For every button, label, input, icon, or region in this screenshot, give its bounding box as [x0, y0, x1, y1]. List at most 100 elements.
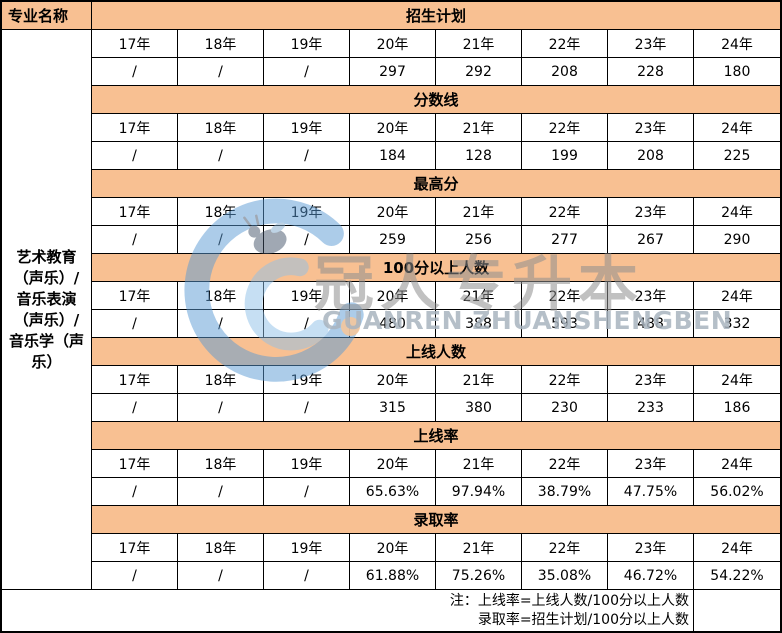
section-title-admission-rate: 录取率	[92, 506, 780, 534]
year-cell: 24年	[694, 450, 780, 478]
value-cell: 61.88%	[350, 562, 436, 590]
value-cell: 230	[522, 394, 608, 422]
year-cell: 20年	[350, 450, 436, 478]
value-cell: 97.94%	[436, 478, 522, 506]
year-cell: 19年	[264, 450, 350, 478]
value-cell: /	[264, 226, 350, 254]
value-cell: 208	[522, 58, 608, 86]
value-cell: /	[178, 58, 264, 86]
year-cell: 19年	[264, 198, 350, 226]
year-cell: 19年	[264, 534, 350, 562]
year-cell: 22年	[522, 198, 608, 226]
year-cell: 18年	[178, 366, 264, 394]
year-cell: 18年	[178, 282, 264, 310]
year-cell: 22年	[522, 282, 608, 310]
year-cell: 20年	[350, 366, 436, 394]
value-cell: 128	[436, 142, 522, 170]
year-cell: 20年	[350, 198, 436, 226]
value-cell: /	[178, 310, 264, 338]
year-cell: 22年	[522, 30, 608, 58]
value-cell: 180	[694, 58, 780, 86]
value-cell: /	[92, 58, 178, 86]
year-cell: 20年	[350, 282, 436, 310]
year-cell: 24年	[694, 282, 780, 310]
year-cell: 18年	[178, 114, 264, 142]
year-cell: 19年	[264, 366, 350, 394]
year-cell: 24年	[694, 198, 780, 226]
year-cell: 23年	[608, 534, 694, 562]
value-cell: /	[92, 310, 178, 338]
year-cell: 23年	[608, 198, 694, 226]
value-cell: /	[264, 310, 350, 338]
value-cell: /	[264, 142, 350, 170]
value-cell: 228	[608, 58, 694, 86]
section-title-admission-plan: 招生计划	[92, 2, 780, 30]
year-cell: 17年	[92, 198, 178, 226]
year-cell: 23年	[608, 282, 694, 310]
value-cell: /	[264, 478, 350, 506]
notes-empty-cell	[694, 590, 780, 631]
year-cell: 20年	[350, 534, 436, 562]
value-cell: 277	[522, 226, 608, 254]
value-cell: /	[178, 226, 264, 254]
year-cell: 24年	[694, 30, 780, 58]
year-cell: 22年	[522, 366, 608, 394]
value-cell: 54.22%	[694, 562, 780, 590]
value-cell: 35.08%	[522, 562, 608, 590]
value-cell: 233	[608, 394, 694, 422]
year-cell: 23年	[608, 30, 694, 58]
year-cell: 20年	[350, 30, 436, 58]
section-title-score-line: 分数线	[92, 86, 780, 114]
section-title-max-score: 最高分	[92, 170, 780, 198]
value-cell: 259	[350, 226, 436, 254]
year-cell: 18年	[178, 450, 264, 478]
section-title-above-line-count: 上线人数	[92, 338, 780, 366]
year-cell: 17年	[92, 366, 178, 394]
section-title-above-line-rate: 上线率	[92, 422, 780, 450]
year-cell: 21年	[436, 534, 522, 562]
value-cell: 199	[522, 142, 608, 170]
major-name-cell: 艺术教育 （声乐）/ 音乐表演 （声乐）/ 音乐学（声 乐）	[2, 30, 92, 590]
year-cell: 21年	[436, 198, 522, 226]
value-cell: 208	[608, 142, 694, 170]
value-cell: /	[178, 142, 264, 170]
value-cell: 38.79%	[522, 478, 608, 506]
year-cell: 21年	[436, 282, 522, 310]
value-cell: 388	[436, 310, 522, 338]
value-cell: 297	[350, 58, 436, 86]
value-cell: 46.72%	[608, 562, 694, 590]
year-cell: 20年	[350, 114, 436, 142]
value-cell: /	[264, 562, 350, 590]
value-cell: 332	[694, 310, 780, 338]
value-cell: 267	[608, 226, 694, 254]
value-cell: 184	[350, 142, 436, 170]
year-cell: 17年	[92, 534, 178, 562]
year-cell: 19年	[264, 282, 350, 310]
year-cell: 17年	[92, 282, 178, 310]
year-cell: 24年	[694, 534, 780, 562]
value-cell: /	[264, 394, 350, 422]
year-cell: 24年	[694, 366, 780, 394]
value-cell: 225	[694, 142, 780, 170]
section-title-above-100-count: 100分以上人数	[92, 254, 780, 282]
value-cell: /	[92, 226, 178, 254]
year-cell: 22年	[522, 534, 608, 562]
note-line-above-line-rate: 注：上线率=上线人数/100分以上人数	[449, 592, 689, 609]
column-header-major-name: 专业名称	[2, 2, 92, 30]
notes-cell: 注：上线率=上线人数/100分以上人数 录取率=招生计划/100分以上人数	[2, 590, 694, 631]
value-cell: 65.63%	[350, 478, 436, 506]
value-cell: 290	[694, 226, 780, 254]
value-cell: 75.26%	[436, 562, 522, 590]
value-cell: 186	[694, 394, 780, 422]
value-cell: 380	[436, 394, 522, 422]
value-cell: /	[178, 394, 264, 422]
value-cell: /	[178, 562, 264, 590]
year-cell: 22年	[522, 114, 608, 142]
year-cell: 17年	[92, 450, 178, 478]
year-cell: 18年	[178, 30, 264, 58]
value-cell: /	[92, 394, 178, 422]
year-cell: 21年	[436, 450, 522, 478]
year-cell: 22年	[522, 450, 608, 478]
